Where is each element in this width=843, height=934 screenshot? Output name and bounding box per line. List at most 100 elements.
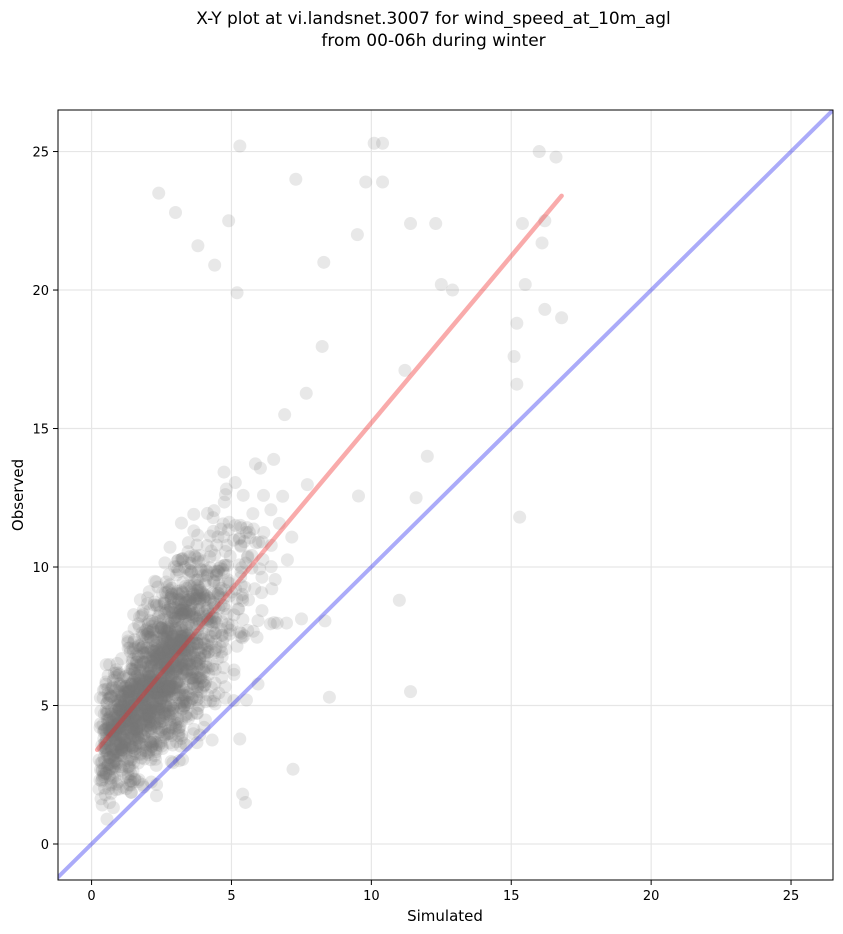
data-point	[172, 633, 186, 647]
data-point	[178, 632, 192, 646]
data-point	[153, 671, 167, 685]
data-point	[109, 737, 123, 751]
data-point	[169, 718, 183, 732]
data-point	[192, 581, 206, 595]
data-point	[112, 716, 126, 730]
data-point	[138, 706, 152, 720]
data-point	[209, 634, 223, 648]
data-point	[165, 587, 179, 601]
data-point	[112, 666, 126, 680]
data-point	[162, 703, 176, 717]
data-point	[187, 610, 201, 624]
data-point	[152, 660, 166, 674]
data-point	[166, 655, 180, 669]
data-point	[175, 626, 189, 640]
data-point	[103, 710, 117, 724]
data-point	[147, 676, 161, 690]
data-point	[168, 672, 182, 686]
data-point	[173, 608, 187, 622]
data-point	[153, 725, 167, 739]
data-point	[113, 714, 127, 728]
data-point	[131, 666, 145, 680]
data-point	[151, 689, 165, 703]
data-point	[125, 662, 139, 676]
data-point	[109, 725, 123, 739]
data-point	[154, 692, 168, 706]
data-point	[194, 591, 208, 605]
data-point	[157, 643, 171, 657]
data-point	[191, 586, 205, 600]
data-point	[134, 666, 148, 680]
data-point	[150, 686, 164, 700]
data-point	[127, 690, 141, 704]
data-point	[178, 560, 192, 574]
data-point	[156, 613, 170, 627]
data-point	[186, 677, 200, 691]
data-point	[106, 673, 120, 687]
data-point	[148, 574, 162, 588]
data-point	[171, 601, 185, 615]
data-point	[123, 700, 137, 714]
data-point	[109, 732, 123, 746]
data-point	[104, 725, 118, 739]
data-point	[180, 643, 194, 657]
data-point	[146, 652, 160, 666]
data-point	[207, 597, 221, 611]
y-tick-label: 15	[32, 423, 49, 438]
data-point	[147, 713, 161, 727]
data-point	[184, 631, 198, 645]
data-point	[106, 771, 120, 785]
data-point	[175, 728, 189, 742]
data-point	[108, 693, 122, 707]
data-point	[167, 636, 181, 650]
data-point	[189, 684, 203, 698]
data-point	[227, 533, 241, 547]
data-point	[103, 751, 117, 765]
data-point	[158, 649, 172, 663]
data-point	[111, 709, 125, 723]
data-point	[202, 667, 216, 681]
data-point	[367, 136, 381, 150]
data-point	[163, 713, 177, 727]
data-point	[114, 694, 128, 708]
data-point	[192, 589, 206, 603]
data-point	[108, 742, 122, 756]
data-point	[182, 657, 196, 671]
data-point	[130, 725, 144, 739]
data-point	[183, 604, 197, 618]
data-point	[111, 703, 125, 717]
data-point	[162, 602, 176, 616]
data-point	[155, 657, 169, 671]
data-point	[134, 682, 148, 696]
data-point	[178, 603, 192, 617]
data-point	[214, 584, 228, 598]
data-point	[152, 680, 166, 694]
data-point	[152, 676, 166, 690]
data-point	[174, 633, 188, 647]
data-point	[119, 746, 133, 760]
y-axis-label: Observed	[9, 459, 27, 531]
data-point	[200, 506, 214, 520]
data-point	[108, 760, 122, 774]
data-point	[173, 670, 187, 684]
data-point	[142, 694, 156, 708]
data-point	[129, 678, 143, 692]
data-point	[146, 675, 160, 689]
data-point	[98, 788, 112, 802]
data-point	[114, 703, 128, 717]
data-point	[217, 566, 231, 580]
data-point	[171, 712, 185, 726]
data-point	[149, 657, 163, 671]
data-point	[127, 722, 141, 736]
data-point	[158, 641, 172, 655]
data-point	[164, 682, 178, 696]
data-point	[174, 641, 188, 655]
data-point	[144, 704, 158, 718]
data-point	[197, 591, 211, 605]
data-point	[129, 713, 143, 727]
data-point	[181, 562, 195, 576]
data-point	[159, 632, 173, 646]
data-point	[193, 583, 207, 597]
data-point	[115, 719, 129, 733]
data-point	[135, 679, 149, 693]
